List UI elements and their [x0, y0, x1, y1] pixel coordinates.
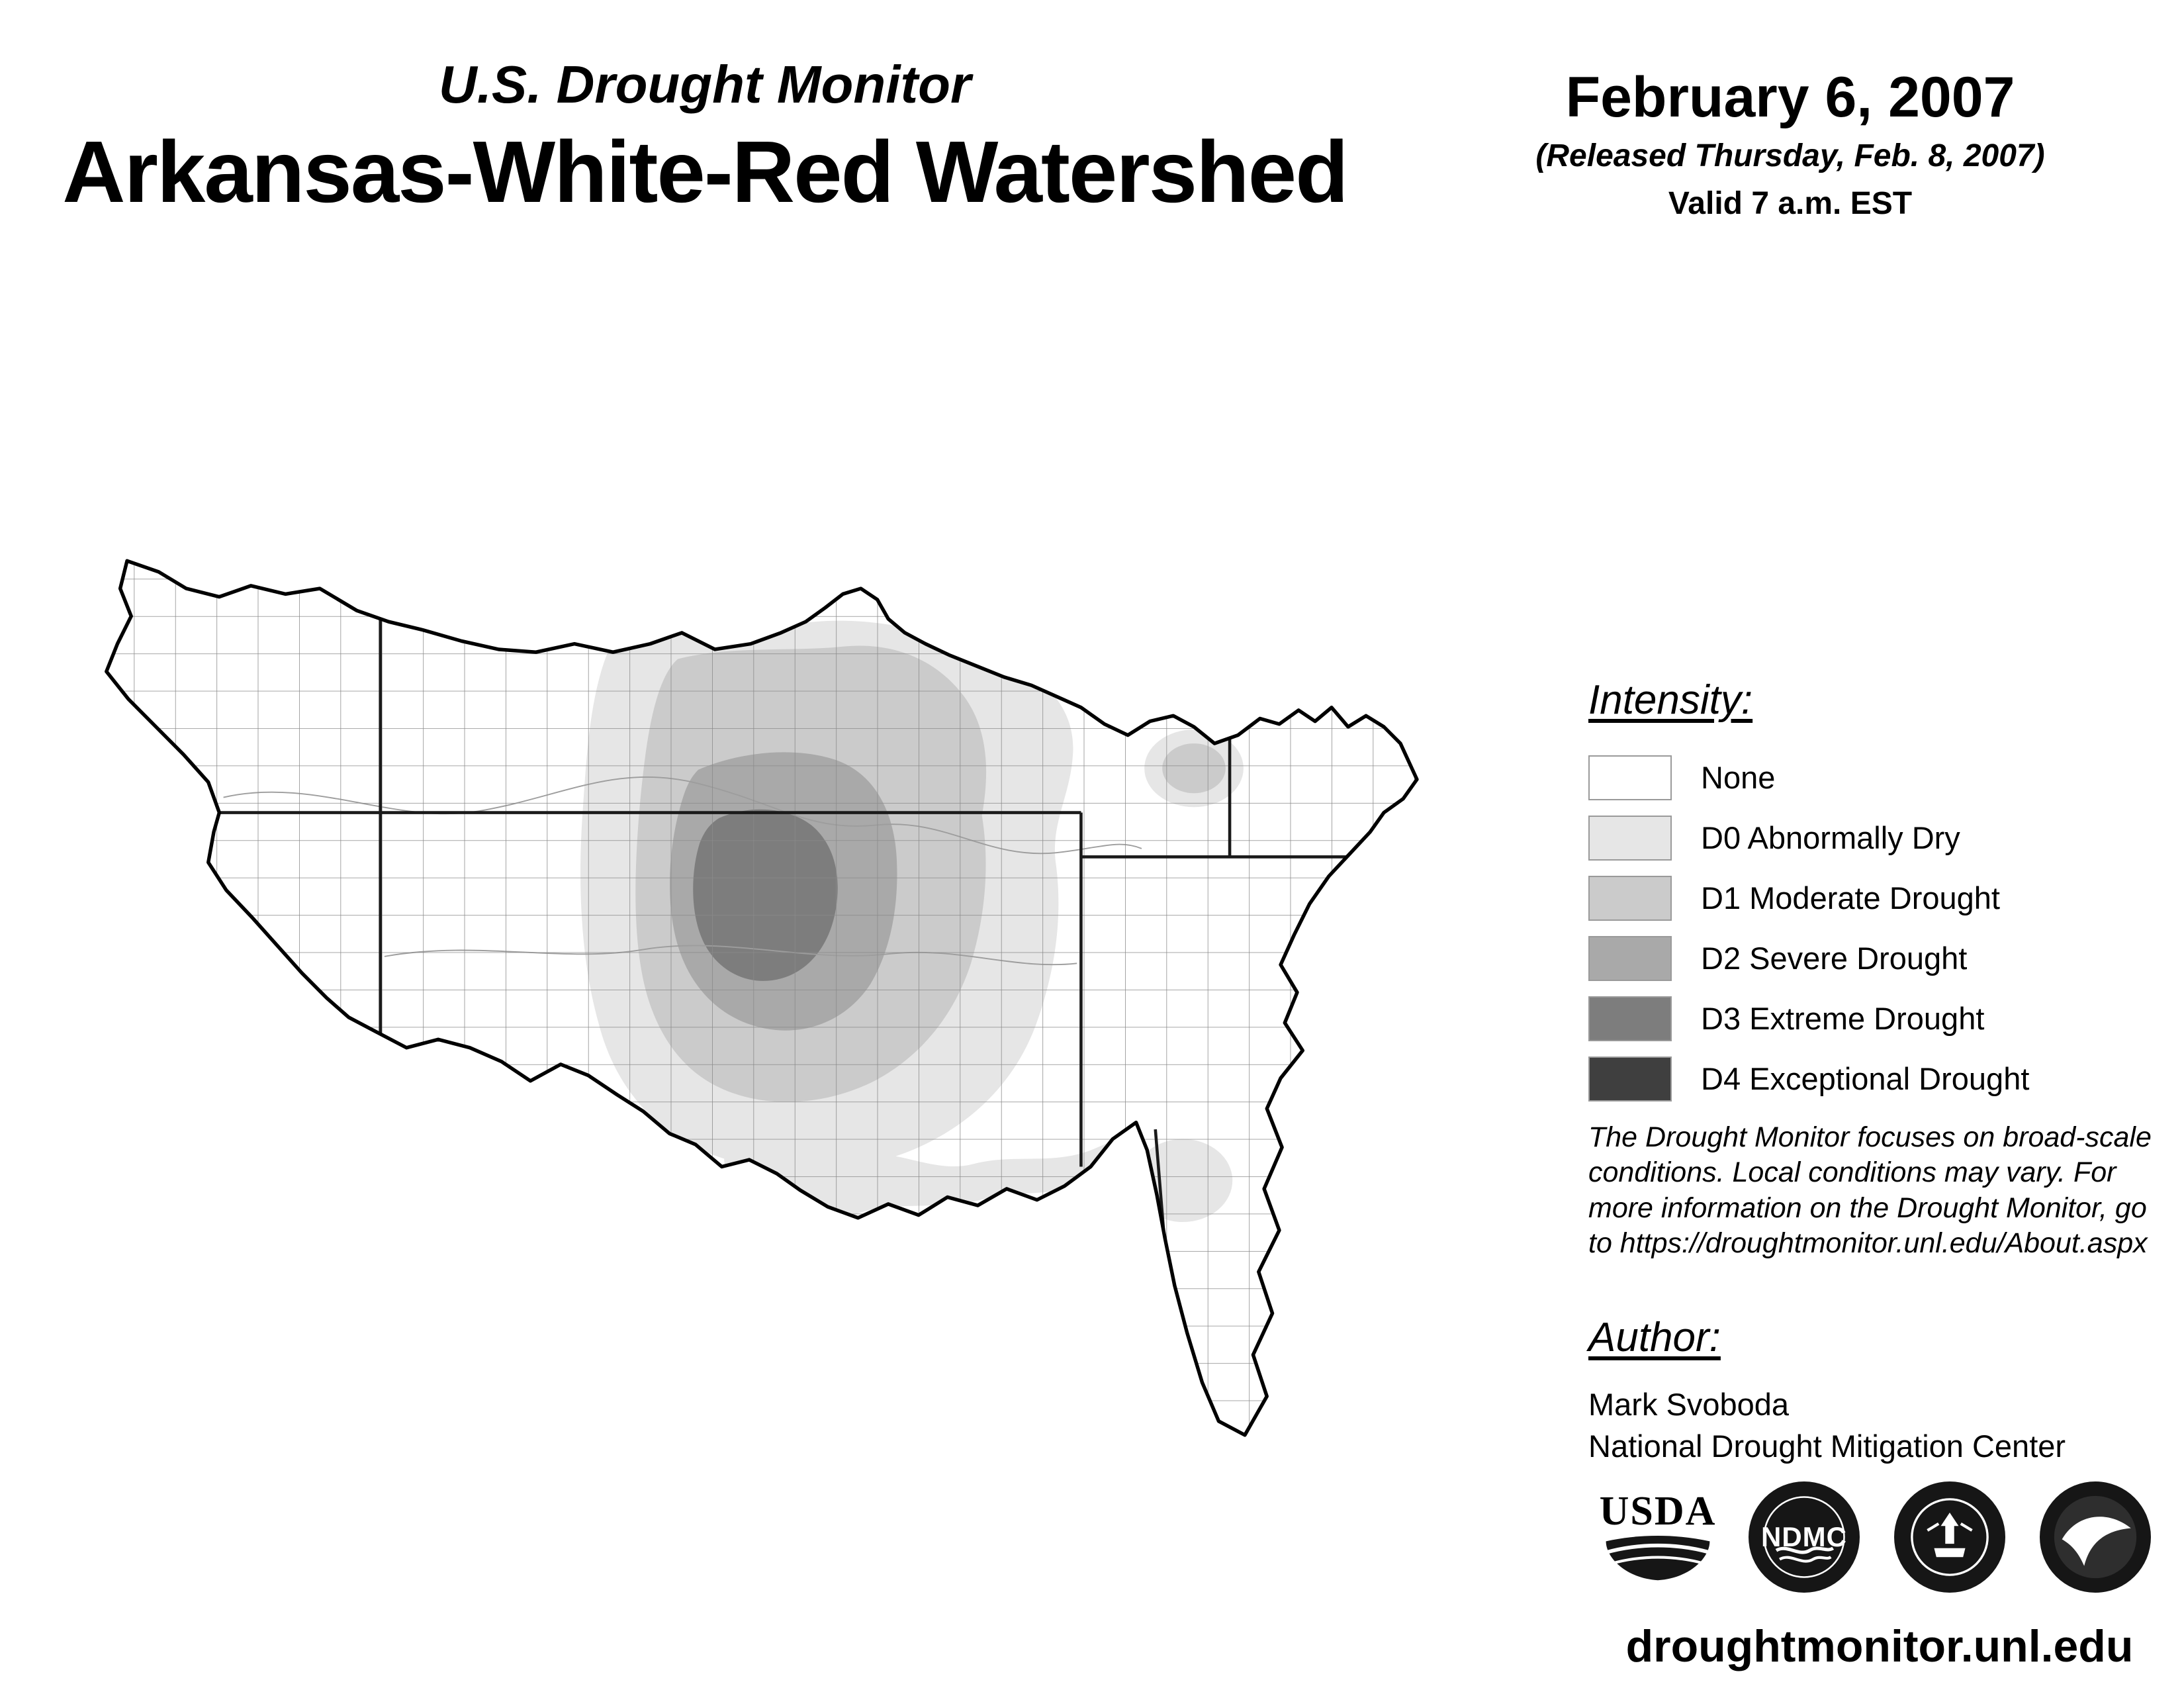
legend-item-d1: D1 Moderate Drought	[1588, 868, 2184, 928]
usda-logo: USDA	[1599, 1489, 1717, 1583]
author-organization: National Drought Mitigation Center	[1588, 1429, 2066, 1464]
site-url: droughtmonitor.unl.edu	[1625, 1621, 2134, 1671]
author-name: Mark Svoboda	[1588, 1387, 1790, 1422]
legend-heading: Intensity:	[1588, 677, 1753, 723]
watershed-map-svg	[105, 559, 1419, 1437]
commerce-seal-art	[1895, 1482, 2005, 1592]
legend-label: D0 Abnormally Dry	[1701, 820, 1960, 855]
noaa-logo	[2040, 1481, 2151, 1593]
release-date: (Released Thursday, Feb. 8, 2007)	[1535, 138, 2045, 173]
legend-swatch-none	[1588, 755, 1672, 800]
legend-swatch-d4	[1588, 1056, 1672, 1102]
legend-label: D2 Severe Drought	[1701, 941, 1968, 976]
legend-item-d4: D4 Exceptional Drought	[1588, 1049, 2184, 1109]
report-supertitle: U.S. Drought Monitor	[438, 55, 972, 114]
ndmc-logo: NDMC	[1749, 1481, 1860, 1593]
report-date: February 6, 2007	[1565, 66, 2015, 129]
legend-item-d0: D0 Abnormally Dry	[1588, 808, 2184, 868]
legend-swatch-d1	[1588, 875, 1672, 921]
usda-swoosh-icon	[1605, 1536, 1711, 1581]
intensity-legend: Intensity: None D0 Abnormally Dry D1 Mod…	[1588, 677, 2184, 1109]
legend-label: D3 Extreme Drought	[1701, 1001, 1985, 1036]
commerce-seal	[1894, 1481, 2005, 1593]
author-block: Author: Mark Svoboda National Drought Mi…	[1588, 1314, 2184, 1468]
legend-item-none: None	[1588, 747, 2184, 808]
legend-swatch-d0	[1588, 815, 1672, 861]
drought-map	[93, 541, 1469, 1468]
disclaimer-text: The Drought Monitor focuses on broad-sca…	[1588, 1121, 2152, 1259]
legend-label: D1 Moderate Drought	[1701, 880, 2000, 915]
legend-label: D4 Exceptional Drought	[1701, 1061, 2030, 1096]
date-block: February 6, 2007 (Released Thursday, Feb…	[1449, 69, 2131, 220]
legend-item-d3: D3 Extreme Drought	[1588, 988, 2184, 1049]
title-block: U.S. Drought Monitor Arkansas-White-Red …	[26, 58, 1383, 216]
author-heading: Author:	[1588, 1315, 1721, 1360]
ndmc-logo-text: NDMC	[1761, 1521, 1847, 1552]
ndmc-logo-art	[1749, 1482, 1859, 1592]
agency-logos: USDA NDMC	[1599, 1481, 2151, 1593]
valid-time: Valid 7 a.m. EST	[1668, 186, 1913, 221]
legend-swatch-d2	[1588, 935, 1672, 981]
county-grid	[106, 561, 1417, 1435]
usda-logo-text: USDA	[1599, 1489, 1717, 1534]
legend-item-d2: D2 Severe Drought	[1588, 928, 2184, 988]
watershed-outline	[105, 559, 1419, 1437]
noaa-logo-art	[2040, 1482, 2150, 1592]
map-interior	[106, 561, 1417, 1435]
page-title: Arkansas-White-Red Watershed	[62, 123, 1349, 220]
legend-label: None	[1701, 760, 1776, 795]
legend-swatch-d3	[1588, 996, 1672, 1041]
